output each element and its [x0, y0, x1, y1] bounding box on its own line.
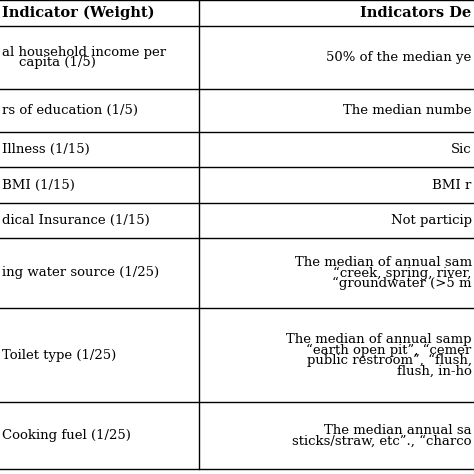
Text: The median of annual sam: The median of annual sam	[294, 256, 472, 269]
Text: “earth open pit”, “cemer: “earth open pit”, “cemer	[306, 343, 472, 356]
Text: BMI r: BMI r	[432, 179, 472, 191]
Text: BMI (1/15): BMI (1/15)	[2, 179, 75, 191]
Text: The median numbe: The median numbe	[343, 104, 472, 117]
Text: The median annual sa: The median annual sa	[324, 424, 472, 437]
Text: 50% of the median ye: 50% of the median ye	[327, 51, 472, 64]
Text: “creek, spring, river,: “creek, spring, river,	[333, 266, 472, 280]
Text: al household income per: al household income per	[2, 46, 166, 59]
Text: dical Insurance (1/15): dical Insurance (1/15)	[2, 214, 150, 227]
Text: Sic: Sic	[451, 143, 472, 156]
Text: Cooking fuel (1/25): Cooking fuel (1/25)	[2, 429, 131, 442]
Text: rs of education (1/5): rs of education (1/5)	[2, 104, 138, 117]
Text: capita (1/5): capita (1/5)	[2, 56, 96, 69]
Text: Not particip: Not particip	[391, 214, 472, 227]
Text: sticks/straw, etc”., “charco: sticks/straw, etc”., “charco	[292, 435, 472, 447]
Text: flush, in-ho: flush, in-ho	[397, 365, 472, 377]
Text: “groundwater (>5 m: “groundwater (>5 m	[332, 277, 472, 290]
Text: The median of annual samp: The median of annual samp	[286, 333, 472, 346]
Text: Illness (1/15): Illness (1/15)	[2, 143, 90, 156]
Text: Indicator (Weight): Indicator (Weight)	[2, 6, 155, 20]
Text: Indicators De: Indicators De	[360, 6, 472, 20]
Text: ing water source (1/25): ing water source (1/25)	[2, 266, 159, 280]
Text: Toilet type (1/25): Toilet type (1/25)	[2, 349, 117, 362]
Text: public restroom”, “flush,: public restroom”, “flush,	[307, 354, 472, 367]
